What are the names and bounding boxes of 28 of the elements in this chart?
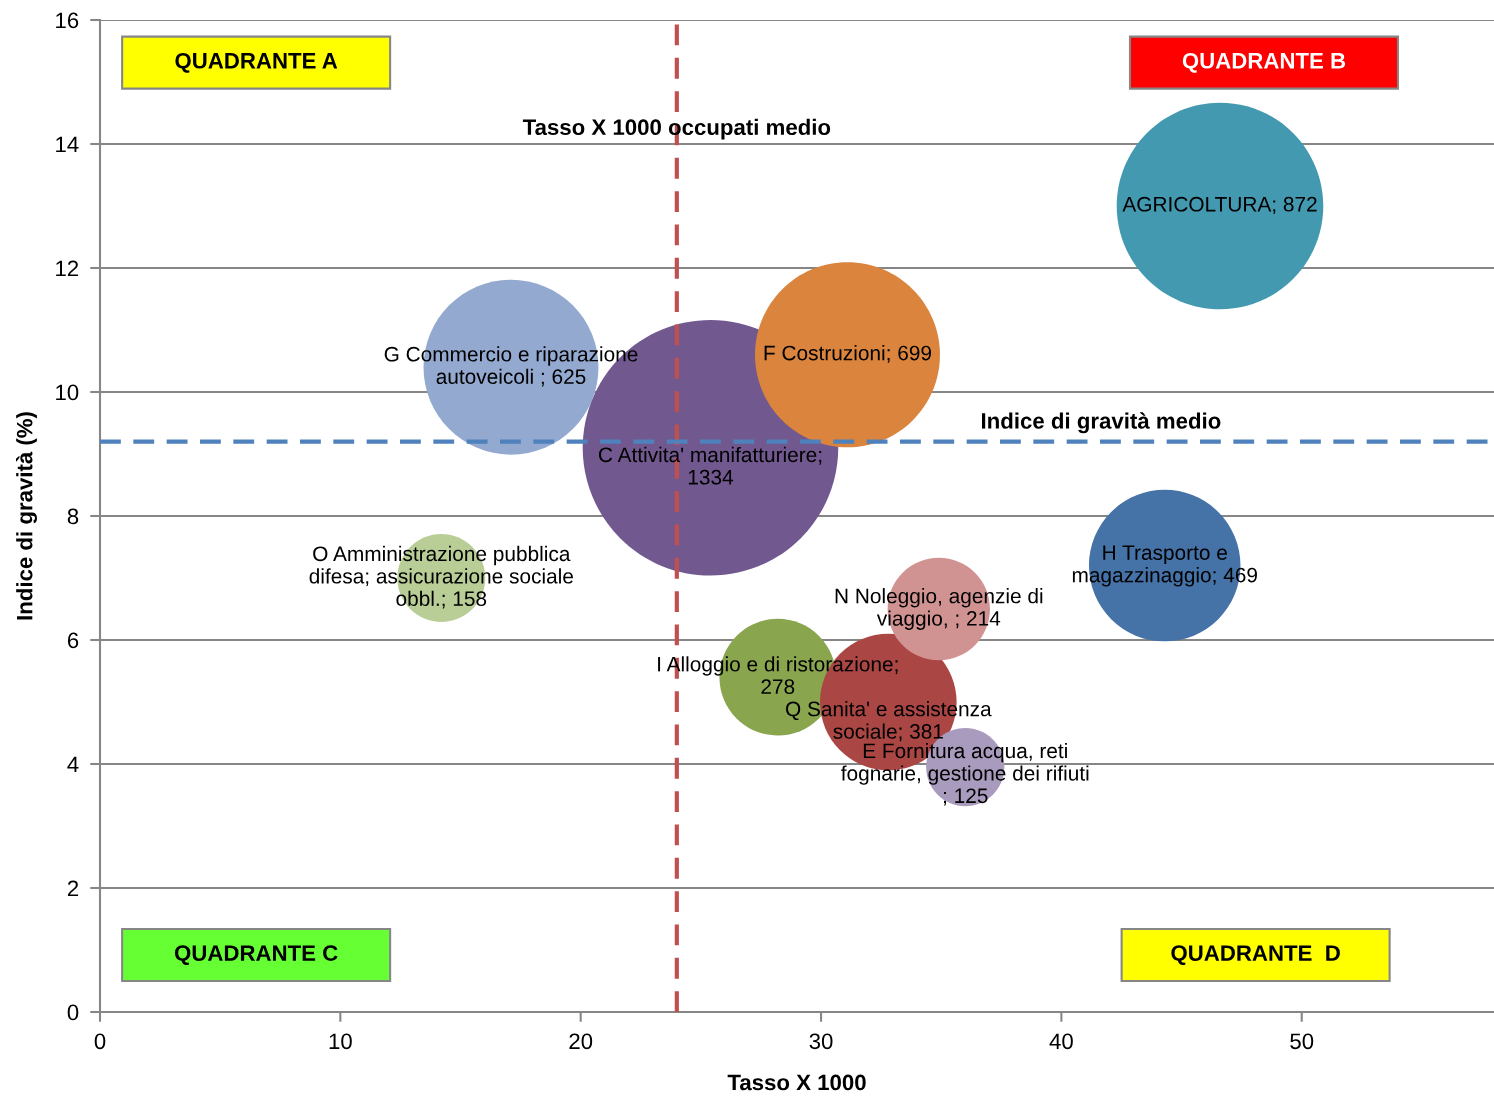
ref-line-label: Indice di gravità medio (981, 412, 1221, 434)
x-axis-title: Tasso X 1000 (727, 1074, 866, 1091)
annotation: QUADRANTE A (175, 52, 338, 73)
y-tick-label: 12 (56, 260, 79, 277)
annotation: QUADRANTE D (1171, 945, 1340, 966)
data-label: C Attivita' manifatturiere; 1334 (598, 446, 822, 485)
y-axis-title: Indice di gravità (%) (15, 412, 37, 620)
y-tick-label: 16 (56, 12, 79, 29)
y-tick-label: 0 (67, 1004, 79, 1021)
x-tick-label: 50 (1290, 1033, 1314, 1050)
x-tick-label: 40 (1049, 1033, 1073, 1050)
data-label: N Noleggio, agenzie di viaggio, ; 214 (835, 588, 1043, 630)
data-label: AGRICOLTURA; 872 (1122, 196, 1317, 215)
y-tick-label: 14 (56, 136, 79, 153)
y-tick-label: 6 (67, 632, 79, 649)
x-tick-label: 30 (809, 1033, 833, 1050)
data-label: O Amministrazione pubblica difesa; assicurazione sociale obbl.; 158 (309, 545, 573, 609)
y-tick-label: 8 (67, 508, 79, 525)
annotation: QUADRANTE C (174, 945, 338, 966)
annotation: QUADRANTE B (1182, 52, 1346, 73)
y-tick-label: 4 (67, 756, 79, 773)
x-tick-label: 0 (94, 1033, 106, 1050)
data-label: G Commercio e riparazione autoveicoli ; 625 (384, 346, 638, 387)
x-tick-label: 10 (329, 1033, 352, 1050)
data-label: F Costruzioni; 699 (764, 345, 932, 363)
y-tick-label: 2 (67, 880, 79, 897)
x-tick-label: 20 (569, 1033, 593, 1050)
y-tick-label: 10 (56, 384, 79, 401)
